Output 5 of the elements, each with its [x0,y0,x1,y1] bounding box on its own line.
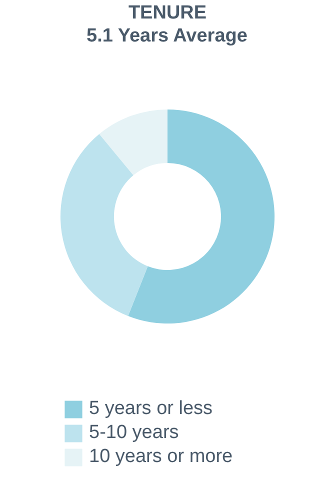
legend-label: 5 years or less [89,398,213,420]
legend-label: 10 years or more [89,446,233,468]
chart-title: TENURE [128,2,207,24]
chart-subtitle: 5.1 Years Average [86,26,248,46]
legend-label: 5-10 years [89,422,179,444]
